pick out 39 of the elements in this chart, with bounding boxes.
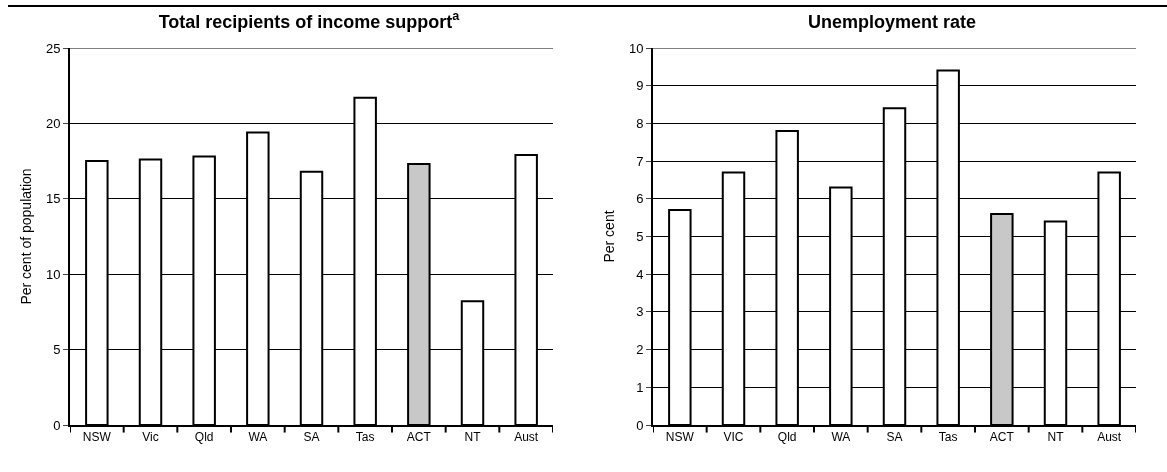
- x-tick-label: ACT: [406, 430, 432, 445]
- y-tick-label: 7: [636, 153, 644, 169]
- y-tick-label: 3: [636, 304, 644, 320]
- x-tick-label: Aust: [1097, 430, 1122, 445]
- y-tick-label: 20: [45, 115, 61, 131]
- y-tick-label: 0: [636, 417, 644, 433]
- x-tick-label: Qld: [194, 430, 214, 445]
- y-tick-label: 10: [628, 40, 644, 56]
- y-tick-label: 5: [53, 342, 61, 358]
- x-tick-label: Aust: [514, 430, 539, 445]
- y-tick-label: 6: [636, 191, 644, 207]
- x-tick-label: ACT: [989, 430, 1015, 445]
- x-tick-label: SA: [886, 430, 903, 445]
- x-tick-label: Tas: [938, 430, 958, 445]
- x-tick-label: WA: [248, 430, 268, 445]
- chart-title: Total recipients of income support$^{a}$: [158, 8, 461, 32]
- x-tick-label: NT: [464, 430, 482, 445]
- y-tick-label: 8: [636, 115, 644, 131]
- y-tick-label: 15: [45, 191, 61, 207]
- y-tick-label: 10: [45, 266, 61, 282]
- x-tick-label: Qld: [777, 430, 797, 445]
- x-tick-label: VIC: [723, 430, 744, 445]
- y-tick-label: 9: [636, 78, 644, 94]
- y-tick-label: 5: [636, 229, 644, 245]
- y-axis-title: Per cent: [601, 210, 617, 263]
- x-tick-label: SA: [303, 430, 320, 445]
- y-tick-label: 4: [636, 266, 644, 282]
- y-tick-label: 0: [53, 417, 61, 433]
- chart-title: Unemployment rate: [807, 11, 977, 32]
- x-tick-label: NT: [1047, 430, 1065, 445]
- y-axis-title: Per cent of population: [18, 168, 34, 305]
- x-tick-label: Vic: [142, 430, 159, 445]
- x-tick-label: WA: [831, 430, 851, 445]
- x-tick-label: NSW: [82, 430, 112, 445]
- y-tick-label: 25: [45, 40, 61, 56]
- y-tick-label: 2: [636, 342, 644, 358]
- y-tick-label: 1: [636, 379, 644, 395]
- x-tick-label: Tas: [355, 430, 375, 445]
- x-tick-label: NSW: [665, 430, 695, 445]
